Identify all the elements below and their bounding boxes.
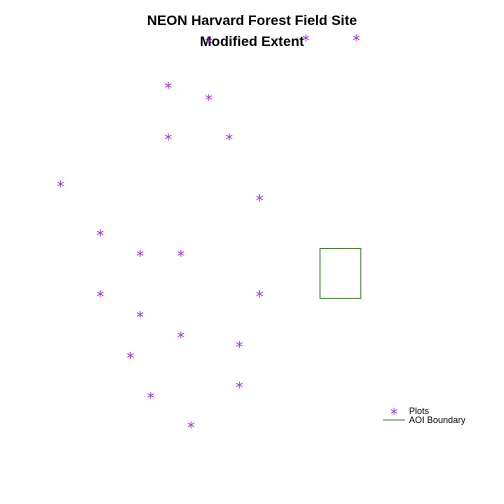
plot-marks: * * * * * * * * * * * * * * * * * * * * * [57, 31, 362, 436]
plot-point: * [236, 379, 244, 397]
aoi-boundary-rect [319, 248, 362, 299]
plot-point: * [256, 192, 264, 210]
legend-aoi-boundary-label: AOI Boundary [409, 415, 466, 425]
plot-point: * [147, 389, 155, 407]
chart-title: NEON Harvard Forest Field Site [147, 12, 357, 28]
plot-point: * [177, 247, 185, 265]
plot-point: * [187, 418, 195, 436]
legend-plots-label: Plots [409, 406, 430, 416]
plot-point: * [353, 31, 361, 49]
chart-subtitle: Modified Extent [200, 33, 305, 49]
plot-point: * [205, 34, 213, 52]
plot-point: * [57, 178, 65, 196]
plot-point: * [165, 131, 173, 149]
plot-point: * [236, 338, 244, 356]
legend: * Plots AOI Boundary [383, 405, 466, 425]
plot-point: * [226, 131, 234, 149]
plot-point: * [302, 31, 310, 49]
plot-point: * [177, 329, 185, 347]
plot-point: * [136, 247, 144, 265]
plot-point: * [256, 287, 264, 305]
plot-point: * [97, 287, 105, 305]
plot-point: * [127, 349, 135, 367]
plot-point: * [165, 79, 173, 97]
plot-point: * [205, 91, 213, 109]
legend-plots-marker: * [390, 405, 398, 423]
plot-point: * [136, 308, 144, 326]
plot-point: * [97, 226, 105, 244]
